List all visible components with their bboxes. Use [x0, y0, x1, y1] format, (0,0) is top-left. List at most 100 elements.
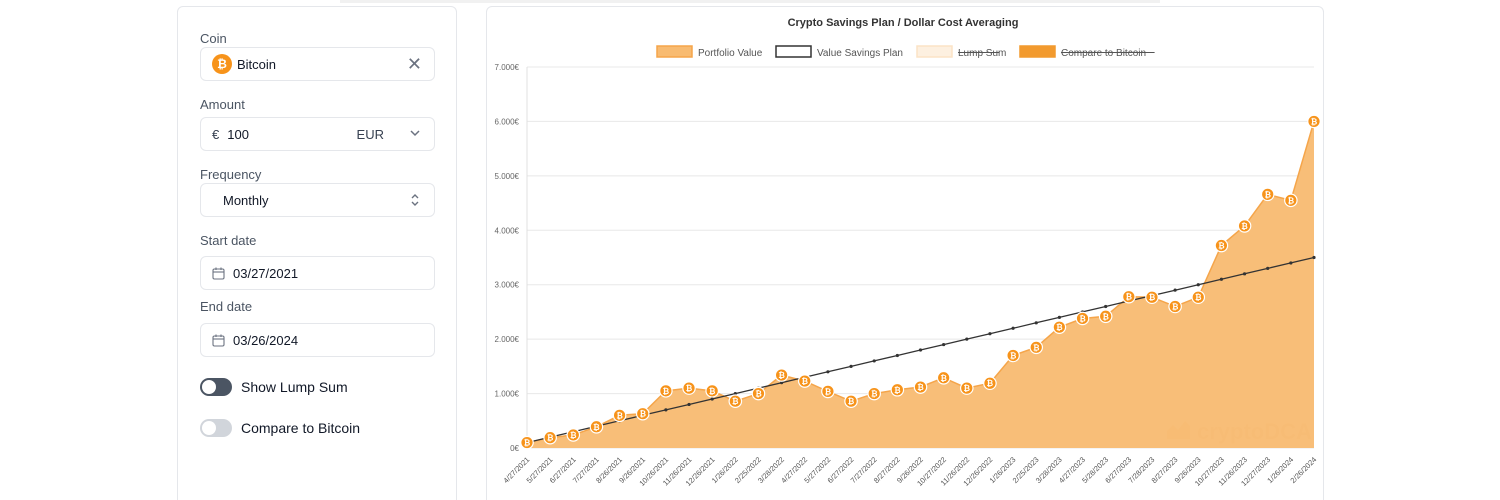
savings-plan-point — [733, 391, 737, 396]
savings-plan-point — [1196, 283, 1200, 287]
bitcoin-marker-icon — [1307, 114, 1321, 129]
y-axis: 0€ 1.000€ 2.000€ 3.000€ 4.000€ 5.000€ 6.000€ 7.… — [495, 63, 520, 453]
portfolio-point: ₿ — [1237, 219, 1252, 233]
bitcoin-marker-icon — [1237, 219, 1252, 233]
bitcoin-marker-glyph: ₿ — [1311, 117, 1318, 126]
portfolio-point: ₿ — [635, 406, 650, 421]
bitcoin-marker-icon — [1052, 320, 1067, 334]
bitcoin-marker-glyph: ₿ — [732, 397, 739, 406]
savings-plan-point — [1312, 255, 1316, 260]
bitcoin-marker-icon — [1191, 290, 1206, 305]
bitcoin-marker-icon — [1145, 290, 1159, 305]
bitcoin-marker-glyph: ₿ — [1010, 351, 1017, 360]
x-axis: 4/27/20215/27/20216/27/20217/27/20218/26… — [501, 455, 1318, 488]
portfolio-point: ₿ — [751, 386, 766, 401]
bitcoin-marker-icon — [936, 370, 951, 385]
y-tick-label: 5.000€ — [495, 172, 520, 181]
portfolio-point: ₿ — [913, 380, 928, 394]
amount-input[interactable]: 100 — [227, 126, 249, 142]
bitcoin-marker-glyph: ₿ — [547, 434, 554, 443]
bitcoin-marker-icon — [1006, 348, 1020, 363]
portfolio-point: ₿ — [1122, 289, 1136, 304]
lump-sum-toggle[interactable] — [200, 378, 232, 396]
currency-select[interactable]: EUR — [356, 127, 384, 142]
start-date-field[interactable]: 03/27/2021 — [200, 256, 435, 290]
savings-plan-point — [918, 348, 923, 352]
legend-label: Value Savings Plan — [817, 48, 903, 59]
bitcoin-marker-glyph: ₿ — [593, 423, 600, 432]
bitcoin-marker-glyph: ₿ — [639, 410, 646, 419]
chart-title: Crypto Savings Plan / Dollar Cost Averag… — [788, 17, 1019, 29]
bitcoin-marker-glyph: ₿ — [894, 386, 901, 395]
calendar-icon — [212, 334, 225, 347]
compare-bitcoin-toggle-row[interactable]: Compare to Bitcoin — [200, 419, 360, 437]
portfolio-point: ₿ — [867, 386, 882, 401]
savings-plan-point — [1011, 326, 1015, 330]
bitcoin-marker-glyph: ₿ — [940, 374, 947, 383]
compare-bitcoin-toggle[interactable] — [200, 419, 232, 437]
portfolio-point: ₿ — [1191, 290, 1206, 305]
bitcoin-marker-icon — [728, 394, 743, 408]
portfolio-point: ₿ — [728, 394, 743, 408]
updown-chevron-icon — [411, 194, 419, 206]
bitcoin-marker-icon — [1260, 187, 1275, 202]
frequency-select[interactable]: Monthly — [200, 183, 435, 217]
portfolio-point: ₿ — [612, 408, 627, 423]
coin-select[interactable]: ₿ Bitcoin ✕ — [200, 47, 435, 81]
bitcoin-marker-glyph: ₿ — [1056, 323, 1063, 332]
portfolio-point: ₿ — [1029, 340, 1044, 355]
bitcoin-marker-icon — [983, 376, 997, 391]
settings-panel: Coin ₿ Bitcoin ✕ Amount € 100 EUR Freque… — [177, 6, 457, 500]
y-tick-label: 2.000€ — [495, 335, 520, 344]
chevron-down-icon[interactable] — [408, 126, 422, 140]
chart-panel: Crypto Savings Plan / Dollar Cost Averag… — [486, 6, 1324, 500]
bitcoin-marker-glyph: ₿ — [801, 377, 808, 386]
savings-plan-point — [710, 397, 714, 401]
legend-label: Portfolio Value — [698, 48, 763, 59]
savings-plan-point — [780, 381, 784, 385]
bitcoin-marker-icon — [913, 380, 928, 394]
portfolio-point: ₿ — [1214, 238, 1229, 253]
savings-plan-point — [895, 353, 899, 358]
top-divider — [340, 0, 1160, 3]
portfolio-point: ₿ — [520, 435, 534, 450]
portfolio-point: ₿ — [1006, 348, 1020, 363]
bitcoin-marker-glyph: ₿ — [917, 383, 924, 392]
bitcoin-marker-icon — [635, 406, 650, 421]
bitcoin-marker-glyph: ₿ — [1172, 302, 1179, 311]
bitcoin-marker-icon — [867, 386, 882, 401]
close-icon[interactable]: ✕ — [406, 54, 422, 74]
bitcoin-marker-glyph: ₿ — [709, 387, 716, 396]
y-tick-label: 6.000€ — [495, 117, 520, 126]
portfolio-point: ₿ — [1284, 193, 1298, 208]
bitcoin-marker-glyph: ₿ — [1241, 222, 1248, 231]
calendar-icon — [212, 267, 225, 280]
portfolio-point: ₿ — [959, 381, 974, 395]
portfolio-point: ₿ — [1307, 114, 1321, 129]
portfolio-point: ₿ — [659, 384, 673, 398]
portfolio-point: ₿ — [705, 384, 719, 398]
portfolio-point: ₿ — [1098, 309, 1113, 324]
start-date-value[interactable]: 03/27/2021 — [233, 265, 299, 281]
bitcoin-marker-glyph: ₿ — [1264, 190, 1271, 199]
lump-sum-toggle-row[interactable]: Show Lump Sum — [200, 378, 348, 396]
bitcoin-marker-icon — [659, 384, 673, 398]
bitcoin-marker-icon — [844, 394, 858, 408]
bitcoin-marker-glyph: ₿ — [755, 390, 762, 399]
bitcoin-marker-icon — [612, 408, 627, 423]
savings-plan-point — [826, 370, 830, 374]
bitcoin-marker-icon — [589, 419, 604, 434]
portfolio-point: ₿ — [566, 428, 581, 442]
bitcoin-marker-icon — [774, 368, 789, 382]
amount-label: Amount — [200, 97, 245, 112]
amount-field[interactable]: € 100 EUR — [200, 117, 435, 151]
bitcoin-marker-glyph: ₿ — [616, 411, 623, 420]
y-tick-label: 3.000€ — [495, 281, 520, 290]
end-date-value[interactable]: 03/26/2024 — [233, 332, 299, 348]
end-date-field[interactable]: 03/26/2024 — [200, 323, 435, 357]
bitcoin-marker-glyph: ₿ — [1126, 293, 1133, 302]
savings-plan-point — [664, 408, 668, 412]
chart-legend: Portfolio Value Value Savings Plan Lump Su… — [656, 45, 1155, 59]
bitcoin-marker-icon — [821, 384, 835, 399]
y-tick-label: 4.000€ — [495, 226, 520, 235]
